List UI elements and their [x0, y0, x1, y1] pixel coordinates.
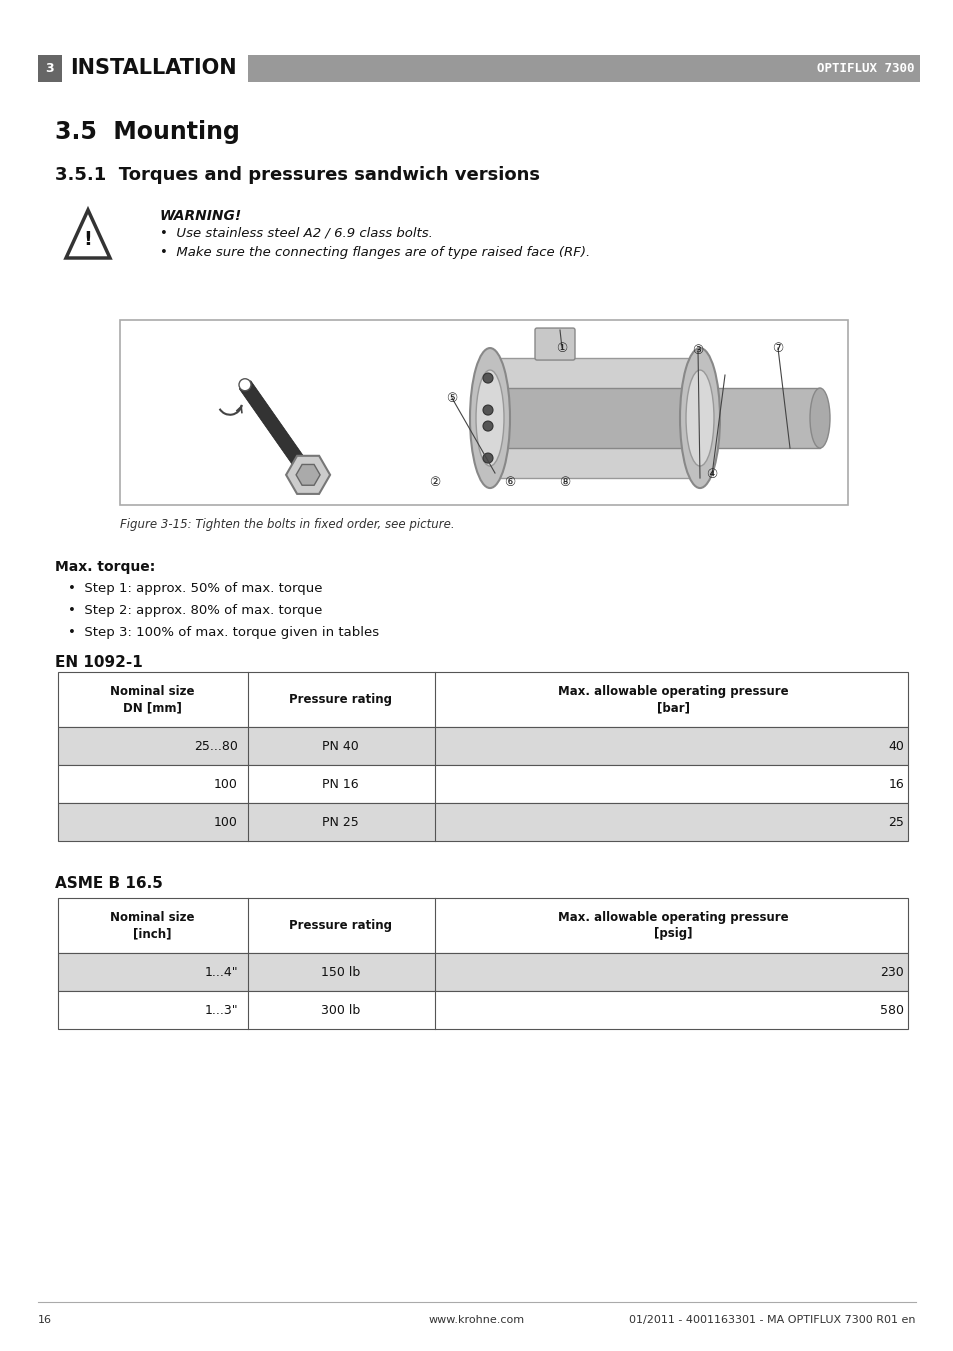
Text: 01/2011 - 4001163301 - MA OPTIFLUX 7300 R01 en: 01/2011 - 4001163301 - MA OPTIFLUX 7300 … — [629, 1315, 915, 1325]
Text: ⑧: ⑧ — [558, 477, 570, 489]
Ellipse shape — [470, 349, 510, 488]
Text: 230: 230 — [880, 966, 903, 978]
Text: Pressure rating: Pressure rating — [289, 919, 392, 932]
Bar — [499, 358, 689, 478]
Text: PN 40: PN 40 — [322, 739, 358, 753]
Text: 3.5.1  Torques and pressures sandwich versions: 3.5.1 Torques and pressures sandwich ver… — [55, 166, 539, 184]
Bar — [248, 55, 919, 82]
Text: •  Make sure the connecting flanges are of type raised face (RF).: • Make sure the connecting flanges are o… — [160, 246, 590, 259]
Text: ⑦: ⑦ — [772, 342, 782, 354]
Text: 580: 580 — [879, 1004, 903, 1016]
Circle shape — [482, 373, 493, 384]
FancyBboxPatch shape — [535, 328, 575, 361]
Text: 1...3": 1...3" — [204, 1004, 237, 1016]
Ellipse shape — [476, 370, 503, 466]
Text: Pressure rating: Pressure rating — [289, 693, 392, 707]
Text: OPTIFLUX 7300: OPTIFLUX 7300 — [817, 62, 914, 76]
Text: ①: ① — [556, 342, 567, 354]
Text: ⑥: ⑥ — [504, 477, 515, 489]
Circle shape — [239, 378, 251, 390]
Text: PN 16: PN 16 — [322, 777, 358, 790]
Text: 150 lb: 150 lb — [320, 966, 359, 978]
Polygon shape — [66, 209, 110, 258]
Text: •  Step 3: 100% of max. torque given in tables: • Step 3: 100% of max. torque given in t… — [68, 626, 378, 639]
Text: ASME B 16.5: ASME B 16.5 — [55, 875, 163, 892]
Text: 100: 100 — [213, 777, 237, 790]
Bar — [58, 952, 907, 992]
Text: •  Use stainless steel A2 / 6.9 class bolts.: • Use stainless steel A2 / 6.9 class bol… — [160, 227, 433, 240]
Text: 100: 100 — [213, 816, 237, 828]
Bar — [58, 727, 907, 765]
Polygon shape — [286, 455, 330, 494]
Text: ④: ④ — [705, 469, 717, 481]
Text: www.krohne.com: www.krohne.com — [429, 1315, 524, 1325]
Ellipse shape — [679, 349, 720, 488]
Circle shape — [482, 422, 493, 431]
Ellipse shape — [809, 388, 829, 449]
Text: PN 25: PN 25 — [322, 816, 358, 828]
Text: Figure 3-15: Tighten the bolts in fixed order, see picture.: Figure 3-15: Tighten the bolts in fixed … — [120, 517, 455, 531]
Circle shape — [482, 405, 493, 415]
Bar — [58, 765, 907, 802]
Bar — [120, 320, 847, 505]
Bar — [38, 55, 62, 82]
Text: 3: 3 — [46, 62, 54, 76]
Text: 25...80: 25...80 — [193, 739, 237, 753]
Circle shape — [482, 453, 493, 463]
Text: 16: 16 — [38, 1315, 52, 1325]
Text: Nominal size
DN [mm]: Nominal size DN [mm] — [110, 685, 194, 713]
Text: 16: 16 — [887, 777, 903, 790]
Text: !: ! — [84, 230, 92, 250]
Text: 25: 25 — [887, 816, 903, 828]
Bar — [58, 802, 907, 842]
Text: 300 lb: 300 lb — [320, 1004, 359, 1016]
Bar — [700, 388, 820, 449]
Text: Max. allowable operating pressure
[psig]: Max. allowable operating pressure [psig] — [558, 911, 788, 940]
Text: EN 1092-1: EN 1092-1 — [55, 655, 143, 670]
Text: •  Step 1: approx. 50% of max. torque: • Step 1: approx. 50% of max. torque — [68, 582, 322, 594]
Polygon shape — [239, 381, 314, 478]
Text: INSTALLATION: INSTALLATION — [70, 58, 236, 78]
Bar — [58, 671, 907, 727]
Bar — [58, 898, 907, 952]
Text: 3.5  Mounting: 3.5 Mounting — [55, 120, 239, 145]
Text: Max. torque:: Max. torque: — [55, 561, 155, 574]
Text: •  Step 2: approx. 80% of max. torque: • Step 2: approx. 80% of max. torque — [68, 604, 322, 617]
Text: ②: ② — [429, 477, 440, 489]
Text: ③: ③ — [692, 343, 703, 357]
Bar — [490, 388, 700, 449]
Text: ⑤: ⑤ — [446, 392, 457, 404]
Text: WARNING!: WARNING! — [160, 209, 242, 223]
Text: 40: 40 — [887, 739, 903, 753]
Polygon shape — [295, 465, 320, 485]
Ellipse shape — [685, 370, 713, 466]
Bar — [58, 992, 907, 1029]
Text: Nominal size
[inch]: Nominal size [inch] — [110, 911, 194, 940]
Text: 1...4": 1...4" — [204, 966, 237, 978]
Text: Max. allowable operating pressure
[bar]: Max. allowable operating pressure [bar] — [558, 685, 788, 713]
